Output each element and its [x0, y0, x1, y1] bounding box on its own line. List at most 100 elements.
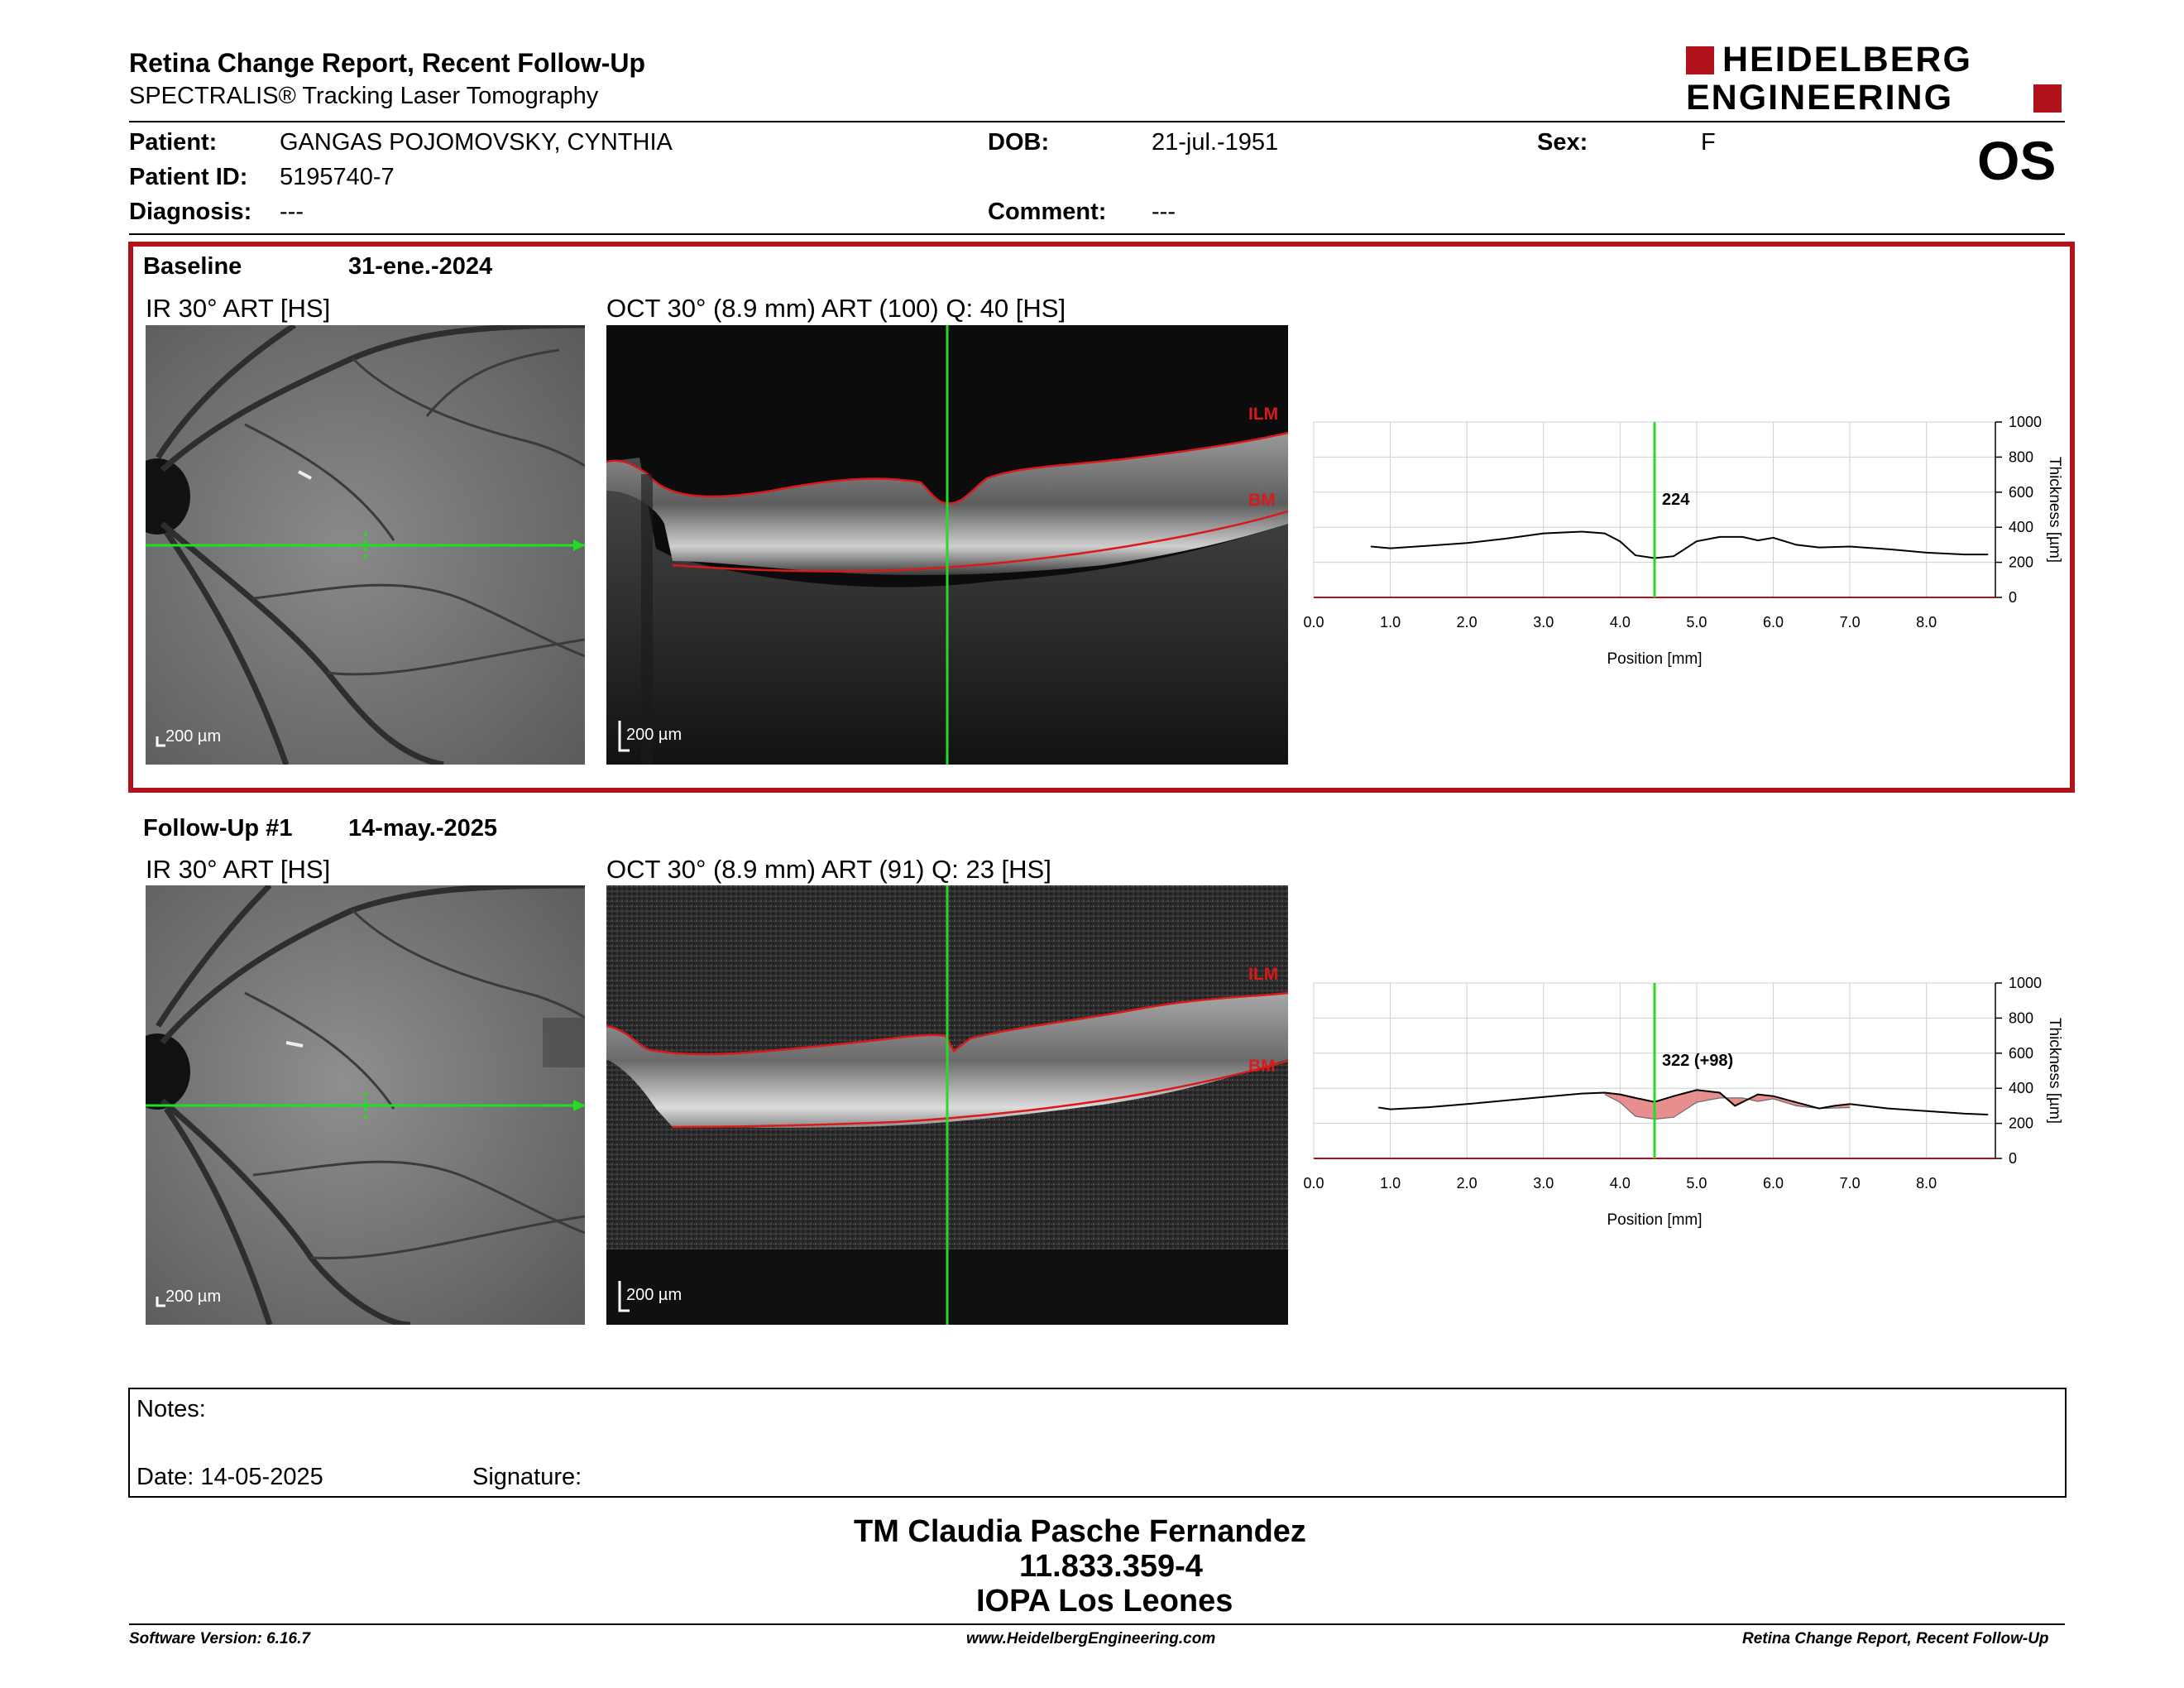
sex-label: Sex: — [1537, 129, 1588, 156]
x-tick-label: 1.0 — [1380, 1175, 1401, 1192]
y-tick-label: 400 — [2009, 1080, 2033, 1096]
x-tick-label: 5.0 — [1686, 614, 1707, 631]
thickness-point — [1581, 530, 1583, 533]
thickness-point — [1718, 1091, 1721, 1094]
x-tick-label: 7.0 — [1840, 1175, 1861, 1192]
thickness-point — [1887, 1107, 1889, 1110]
y-axis-label: Thickness [µm] — [2046, 457, 2063, 563]
followup-oct-svg — [606, 885, 1288, 1325]
y-tick-label: 200 — [2009, 1115, 2033, 1132]
thickness-point — [1818, 546, 1820, 549]
comment-value: --- — [1152, 199, 1176, 225]
x-tick-label: 0.0 — [1303, 1175, 1324, 1192]
notes-date: Date: 14-05-2025 — [136, 1464, 323, 1490]
x-tick-label: 2.0 — [1457, 1175, 1478, 1192]
x-tick-label: 3.0 — [1533, 1175, 1554, 1192]
thickness-point — [1849, 1103, 1851, 1105]
thickness-point — [1696, 540, 1698, 542]
thickness-point — [1466, 1103, 1468, 1105]
baseline-fundus-svg — [146, 325, 585, 765]
footer-rule — [129, 1623, 2065, 1625]
followup-oct-label: OCT 30° (8.9 mm) ART (91) Q: 23 [HS] — [606, 855, 1051, 884]
logo-red-square-top — [1686, 46, 1714, 74]
baseline-ir-label: IR 30° ART [HS] — [146, 294, 331, 323]
footer-software-version: Software Version: 6.16.7 — [129, 1630, 310, 1647]
thickness-point — [1718, 536, 1721, 538]
diagnosis-label: Diagnosis: — [129, 199, 252, 225]
thickness-point — [1635, 1097, 1636, 1099]
cursor-readout: 322 (+98) — [1662, 1052, 1733, 1070]
thickness-point — [1504, 1100, 1506, 1101]
y-tick-label: 1000 — [2009, 414, 2042, 430]
baseline-reference-line — [1604, 1094, 1851, 1120]
thickness-point — [1757, 539, 1759, 541]
thickness-point — [1887, 548, 1889, 550]
thickness-point — [1542, 532, 1545, 535]
baseline-oct-bscan-image[interactable]: ILM BM 200 µm — [606, 325, 1288, 765]
x-axis-label: Position [mm] — [1607, 650, 1702, 668]
thickness-point — [1696, 1089, 1698, 1091]
thickness-point — [1604, 1091, 1606, 1094]
thickness-point — [1370, 545, 1372, 548]
logo-red-square-bottom — [2033, 84, 2062, 113]
dob-value: 21-jul.-1951 — [1152, 129, 1279, 156]
thickness-point — [1925, 552, 1928, 554]
thickness-point — [1428, 544, 1430, 547]
notes-box[interactable]: Notes: Date: 14-05-2025 Signature: — [128, 1388, 2067, 1498]
thickness-point — [1673, 1095, 1674, 1097]
thickness-point — [1964, 554, 1966, 555]
x-tick-label: 3.0 — [1533, 614, 1554, 631]
x-tick-label: 8.0 — [1916, 1175, 1937, 1192]
thickness-point — [1925, 1110, 1928, 1112]
thickness-point — [1466, 542, 1468, 544]
patient-id-value: 5195740-7 — [280, 164, 395, 190]
followup-date: 14-may.-2025 — [348, 815, 498, 842]
y-tick-label: 0 — [2009, 589, 2017, 606]
cursor-readout: 224 — [1662, 491, 1690, 509]
logo-text-line2: ENGINEERING — [1686, 78, 1954, 117]
x-tick-label: 4.0 — [1610, 1175, 1631, 1192]
chart-grid: 0.0 1.0 2.0 3.0 4.0 5.0 6.0 7.0 8.0 0 200 400 600 800… — [1303, 414, 2063, 668]
thickness-point — [1581, 1092, 1583, 1095]
y-tick-label: 200 — [2009, 554, 2033, 571]
stamp-rut: 11.833.359-4 — [1019, 1549, 1203, 1584]
x-tick-label: 1.0 — [1380, 614, 1401, 631]
baseline-title: Baseline — [143, 253, 242, 280]
x-tick-label: 2.0 — [1457, 614, 1478, 631]
report-subtitle: SPECTRALIS® Tracking Laser Tomography — [129, 83, 599, 109]
baseline-thickness-chart: 0.0 1.0 2.0 3.0 4.0 5.0 6.0 7.0 8.0 0 200 400 600 800… — [1303, 414, 2063, 668]
thickness-point — [1964, 1113, 1966, 1115]
thickness-point — [1619, 1093, 1621, 1096]
thickness-point — [1604, 532, 1606, 535]
followup-oct-bscan-image[interactable]: ILM BM 200 µm — [606, 885, 1288, 1325]
footer-website-link[interactable]: www.HeidelbergEngineering.com — [966, 1630, 1216, 1647]
report-title: Retina Change Report, Recent Follow-Up — [129, 48, 646, 78]
y-tick-label: 0 — [2009, 1150, 2017, 1167]
x-tick-label: 5.0 — [1686, 1175, 1707, 1192]
followup-thickness-chart: 0.0 1.0 2.0 3.0 4.0 5.0 6.0 7.0 8.0 0 200 400 600 800… — [1303, 975, 2063, 1229]
x-tick-label: 7.0 — [1840, 614, 1861, 631]
thickness-point — [1795, 544, 1798, 546]
baseline-ir-scale: 200 µm — [165, 727, 222, 746]
followup-ir-fundus-image[interactable]: 200 µm — [146, 885, 585, 1325]
thickness-point — [1986, 554, 1989, 555]
y-tick-label: 1000 — [2009, 975, 2042, 991]
thickness-point — [1635, 554, 1636, 556]
baseline-date: 31-ene.-2024 — [348, 253, 493, 280]
diagnosis-value: --- — [280, 199, 304, 225]
thickness-point — [1504, 538, 1506, 539]
patient-rule — [129, 233, 2065, 235]
stamp-name: TM Claudia Pasche Fernandez — [854, 1514, 1306, 1549]
baseline-oct-label: OCT 30° (8.9 mm) ART (100) Q: 40 [HS] — [606, 294, 1066, 323]
y-tick-label: 600 — [2009, 484, 2033, 501]
followup-ir-scale: 200 µm — [165, 1288, 222, 1306]
patient-id-label: Patient ID: — [129, 164, 248, 190]
y-tick-label: 800 — [2009, 448, 2033, 465]
baseline-oct-scale: 200 µm — [626, 726, 682, 744]
x-axis-label: Position [mm] — [1607, 1211, 1702, 1229]
baseline-bm-label: BM — [1248, 491, 1276, 510]
footer-report-name: Retina Change Report, Recent Follow-Up — [1742, 1630, 2049, 1647]
thickness-line — [1371, 530, 1988, 559]
baseline-ir-fundus-image[interactable]: 200 µm — [146, 325, 585, 765]
x-tick-label: 4.0 — [1610, 614, 1631, 631]
